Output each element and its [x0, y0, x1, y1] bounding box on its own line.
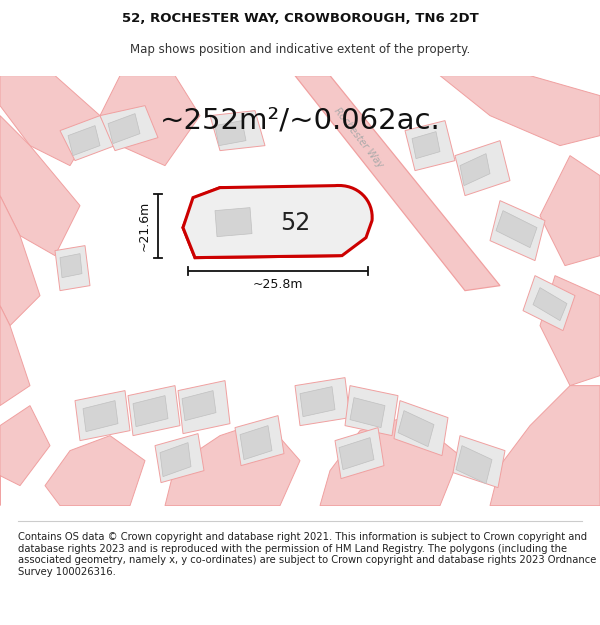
Polygon shape	[215, 208, 252, 237]
Polygon shape	[60, 116, 115, 161]
Polygon shape	[490, 386, 600, 506]
Polygon shape	[60, 254, 82, 278]
Polygon shape	[0, 76, 100, 166]
Polygon shape	[75, 391, 130, 441]
Polygon shape	[540, 156, 600, 266]
Polygon shape	[320, 416, 460, 506]
Polygon shape	[235, 416, 284, 466]
Polygon shape	[100, 106, 158, 151]
Polygon shape	[160, 442, 191, 477]
Polygon shape	[0, 406, 50, 506]
Text: Contains OS data © Crown copyright and database right 2021. This information is : Contains OS data © Crown copyright and d…	[18, 532, 596, 577]
Polygon shape	[108, 114, 140, 144]
Text: ~252m²/~0.062ac.: ~252m²/~0.062ac.	[160, 107, 440, 134]
Polygon shape	[460, 154, 490, 186]
Polygon shape	[540, 276, 600, 386]
Polygon shape	[68, 126, 100, 156]
Polygon shape	[210, 111, 265, 151]
Polygon shape	[456, 446, 492, 484]
Polygon shape	[83, 401, 118, 432]
Polygon shape	[453, 436, 505, 488]
Text: 52, ROCHESTER WAY, CROWBOROUGH, TN6 2DT: 52, ROCHESTER WAY, CROWBOROUGH, TN6 2DT	[122, 12, 478, 25]
Polygon shape	[45, 436, 145, 506]
Polygon shape	[394, 401, 448, 456]
Polygon shape	[55, 246, 90, 291]
Polygon shape	[490, 201, 545, 261]
Polygon shape	[345, 386, 398, 436]
Polygon shape	[215, 121, 246, 146]
Polygon shape	[295, 76, 500, 291]
Polygon shape	[295, 378, 350, 426]
Polygon shape	[182, 391, 216, 421]
Polygon shape	[183, 188, 370, 258]
Polygon shape	[523, 276, 575, 331]
Polygon shape	[100, 76, 200, 166]
Text: Map shows position and indicative extent of the property.: Map shows position and indicative extent…	[130, 42, 470, 56]
Polygon shape	[0, 196, 40, 326]
Polygon shape	[128, 386, 180, 436]
Polygon shape	[155, 434, 204, 482]
Polygon shape	[335, 428, 384, 479]
Polygon shape	[455, 141, 510, 196]
Polygon shape	[405, 121, 455, 171]
Polygon shape	[240, 426, 272, 459]
Polygon shape	[440, 76, 600, 146]
Text: ~25.8m: ~25.8m	[253, 278, 303, 291]
Polygon shape	[412, 132, 440, 159]
Polygon shape	[133, 396, 168, 427]
Polygon shape	[178, 381, 230, 434]
Polygon shape	[533, 288, 567, 321]
Text: 52: 52	[280, 211, 310, 234]
Polygon shape	[398, 411, 434, 447]
Polygon shape	[0, 116, 80, 256]
Polygon shape	[300, 387, 335, 417]
Text: Rochester Way: Rochester Way	[332, 106, 385, 169]
PathPatch shape	[183, 186, 372, 258]
Polygon shape	[350, 398, 385, 428]
Polygon shape	[496, 211, 537, 248]
Polygon shape	[339, 438, 374, 469]
Text: ~21.6m: ~21.6m	[137, 201, 151, 251]
Polygon shape	[165, 421, 300, 506]
Polygon shape	[0, 306, 30, 406]
